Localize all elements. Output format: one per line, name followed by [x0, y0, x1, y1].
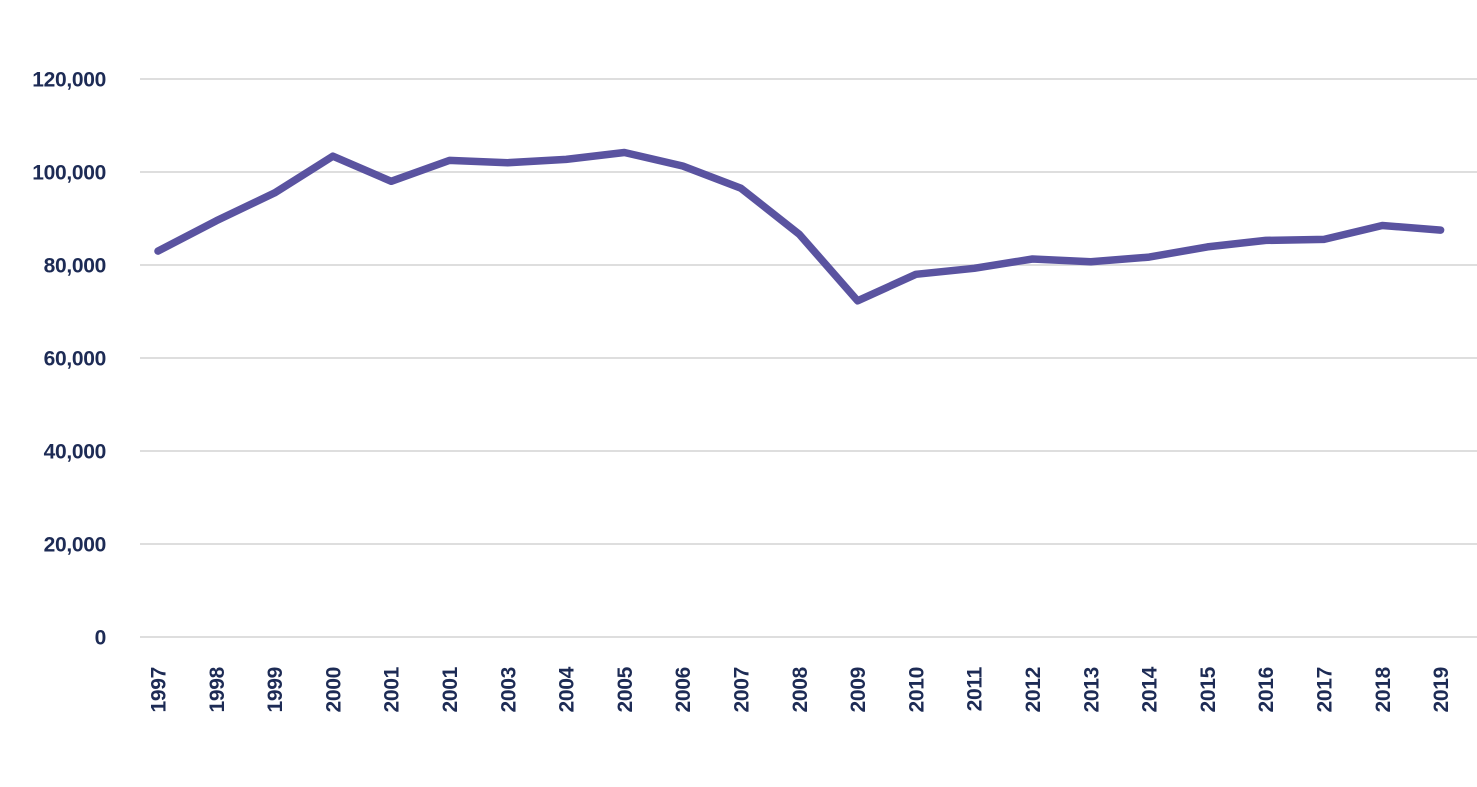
- y-tick-label: 80,000: [44, 255, 106, 278]
- y-tick-label: 20,000: [44, 534, 106, 557]
- x-tick-label: 2004: [556, 666, 579, 712]
- y-tick-label: 0: [95, 627, 106, 650]
- y-tick-label: 60,000: [44, 348, 106, 371]
- y-axis-labels: 0 20,000 40,000 60,000 80,000 100,000 120,000: [32, 69, 106, 650]
- x-tick-label: 2015: [1197, 666, 1220, 712]
- x-tick-label: 2016: [1255, 667, 1278, 713]
- x-tick-label: 2003: [497, 667, 520, 713]
- x-tick-label: 1997: [148, 667, 171, 713]
- x-tick-label: 1998: [206, 666, 229, 712]
- x-axis-labels: 1997 1998 1999 2000 2001 2001 2003 2004 2005 2006…: [148, 666, 1454, 712]
- x-tick-label: 2017: [1314, 667, 1337, 713]
- x-tick-label: 2011: [964, 666, 987, 711]
- x-tick-label: 2014: [1139, 666, 1162, 712]
- x-tick-label: 2012: [1022, 667, 1045, 713]
- x-tick-label: 1999: [264, 667, 287, 713]
- y-tick-label: 120,000: [32, 69, 106, 92]
- x-tick-label: 2010: [905, 667, 928, 713]
- y-tick-label: 40,000: [44, 441, 106, 464]
- x-tick-label: 2008: [789, 666, 812, 712]
- x-tick-label: 2005: [614, 666, 637, 712]
- x-tick-label: 2006: [672, 667, 695, 713]
- x-tick-label: 2007: [731, 667, 754, 713]
- x-tick-label: 2019: [1430, 667, 1453, 713]
- x-tick-label: 2018: [1372, 666, 1395, 712]
- x-tick-label: 2000: [322, 667, 345, 713]
- x-tick-label: 2009: [847, 667, 870, 713]
- x-tick-label: 2001: [439, 666, 462, 712]
- y-tick-label: 100,000: [32, 162, 106, 185]
- x-tick-label: 2001: [381, 666, 404, 712]
- x-tick-label: 2013: [1080, 667, 1103, 713]
- series-line: [154, 148, 1445, 305]
